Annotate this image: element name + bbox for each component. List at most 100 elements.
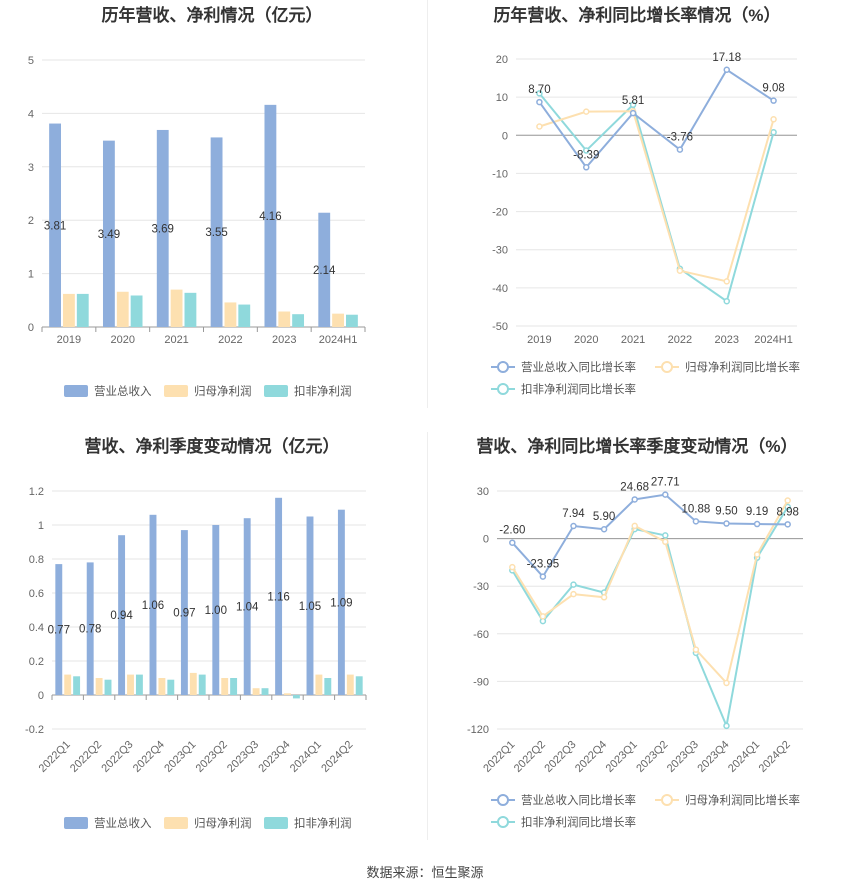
x-tick-label: 2023Q4: [256, 739, 292, 775]
legend-swatch: [164, 817, 188, 829]
x-tick-label: 2023Q2: [634, 739, 670, 775]
y-tick-label: 2: [28, 215, 34, 227]
y-tick-label: -30: [473, 581, 489, 593]
line-point: [770, 128, 777, 136]
vertical-divider-bottom: [427, 432, 428, 840]
legend-label: 归母净利润: [194, 384, 252, 398]
line-parent-net-profit-growth: [511, 500, 789, 686]
legend-swatch: [164, 385, 188, 397]
y-tick-label: 5: [28, 55, 34, 67]
legend-label: 营业总收入同比增长率: [521, 360, 636, 374]
line-point: [539, 613, 547, 620]
bar-deducted-net-profit: [324, 678, 332, 695]
bar-revenue: [118, 535, 126, 695]
legend-marker: [661, 794, 673, 806]
line-point: [600, 525, 608, 533]
bar-deducted-net-profit: [230, 678, 238, 695]
y-tick-label: -40: [492, 283, 508, 295]
data-label: 7.94: [562, 508, 585, 520]
x-tick-label: 2019: [57, 334, 81, 346]
y-tick-label: 0.6: [29, 588, 44, 600]
bar-parent-net-profit: [332, 313, 345, 327]
bar-parent-net-profit: [221, 678, 229, 695]
x-tick-label: 2022Q1: [481, 739, 517, 775]
vertical-divider-top: [427, 0, 428, 408]
bar-deducted-net-profit: [167, 679, 175, 695]
line-point: [784, 521, 791, 528]
legend-label: 扣非净利润同比增长率: [521, 815, 636, 829]
bar-deducted-net-profit: [135, 674, 143, 695]
bar-parent-net-profit: [252, 688, 260, 695]
line-point: [583, 147, 590, 154]
bar-deducted-net-profit: [198, 674, 206, 695]
line-point: [539, 573, 547, 580]
legend-marker: [497, 816, 509, 828]
bar-revenue: [86, 562, 94, 695]
bar-revenue: [180, 530, 188, 695]
x-tick-label: 2021: [621, 334, 645, 346]
line-point: [536, 123, 543, 130]
y-tick-label: 0: [483, 534, 489, 546]
line-parent-net-profit-growth: [539, 110, 775, 283]
y-tick-label: 0: [502, 130, 508, 142]
x-tick-label: 2024H1: [319, 334, 358, 346]
legend-marker: [497, 794, 509, 806]
data-label: 8.98: [777, 506, 799, 518]
x-tick-label: 2023: [272, 334, 296, 346]
x-tick-label: 2023Q4: [695, 739, 731, 775]
chart-title: 营收、净利同比增长率季度变动情况（%）: [476, 436, 797, 456]
line-point: [536, 98, 543, 106]
bar-deducted-net-profit: [238, 304, 251, 327]
data-label: 9.19: [746, 506, 768, 518]
x-tick-label: 2022Q2: [512, 739, 548, 775]
data-label: 1.05: [299, 601, 321, 613]
line-point: [509, 539, 516, 546]
data-label: 9.08: [762, 83, 784, 95]
y-tick-label: -10: [492, 168, 508, 180]
data-label: 27.71: [651, 477, 680, 489]
bar-parent-net-profit: [315, 674, 323, 695]
line-point: [631, 496, 638, 503]
quarterly-amount-chart: 营收、净利季度变动情况（亿元） -0.2 0 0.2 0.4 0.6 0.8 1 1.2 0.77…: [25, 436, 367, 830]
y-tick-label: 1: [38, 520, 44, 532]
x-tick-label: 2022Q1: [37, 739, 73, 775]
line-point: [570, 581, 577, 588]
bar-revenue: [318, 212, 331, 327]
bar-revenue: [275, 497, 283, 695]
legend-label: 扣非净利润: [294, 384, 352, 398]
data-label: 1.09: [330, 597, 352, 609]
line-point: [753, 520, 761, 528]
bar-parent-net-profit: [224, 302, 237, 327]
y-tick-label: 0.2: [29, 656, 44, 668]
line-point: [770, 97, 777, 104]
bar-deducted-net-profit: [261, 688, 269, 695]
data-label: 5.90: [593, 511, 615, 523]
line-point: [676, 146, 684, 153]
y-tick-label: -0.2: [25, 724, 44, 736]
line-point: [600, 594, 608, 601]
bar-parent-net-profit: [62, 293, 75, 327]
bar-revenue: [102, 140, 115, 327]
x-tick-label: 2022Q4: [131, 739, 167, 775]
legend-marker: [497, 361, 509, 373]
data-label: 2.14: [313, 265, 336, 277]
y-tick-label: -30: [492, 245, 508, 257]
legend-marker: [661, 361, 673, 373]
line-point: [662, 532, 669, 539]
y-tick-label: 10: [496, 92, 508, 104]
line-point: [692, 518, 700, 525]
y-tick-label: 3: [28, 162, 34, 174]
bar-deducted-net-profit: [346, 314, 358, 327]
data-label: -8.39: [573, 149, 599, 161]
x-tick-label: 2023Q3: [665, 739, 701, 775]
x-tick-label: 2019: [527, 334, 551, 346]
line-point: [692, 646, 700, 653]
y-tick-label: 0.4: [29, 622, 44, 634]
line-point: [723, 66, 730, 74]
line-revenue-growth: [511, 493, 788, 579]
bar-parent-net-profit: [278, 311, 291, 327]
bar-parent-net-profit: [95, 678, 103, 695]
bar-deducted-net-profit: [76, 293, 89, 327]
line-point: [723, 278, 730, 285]
data-label: 8.70: [528, 84, 550, 96]
